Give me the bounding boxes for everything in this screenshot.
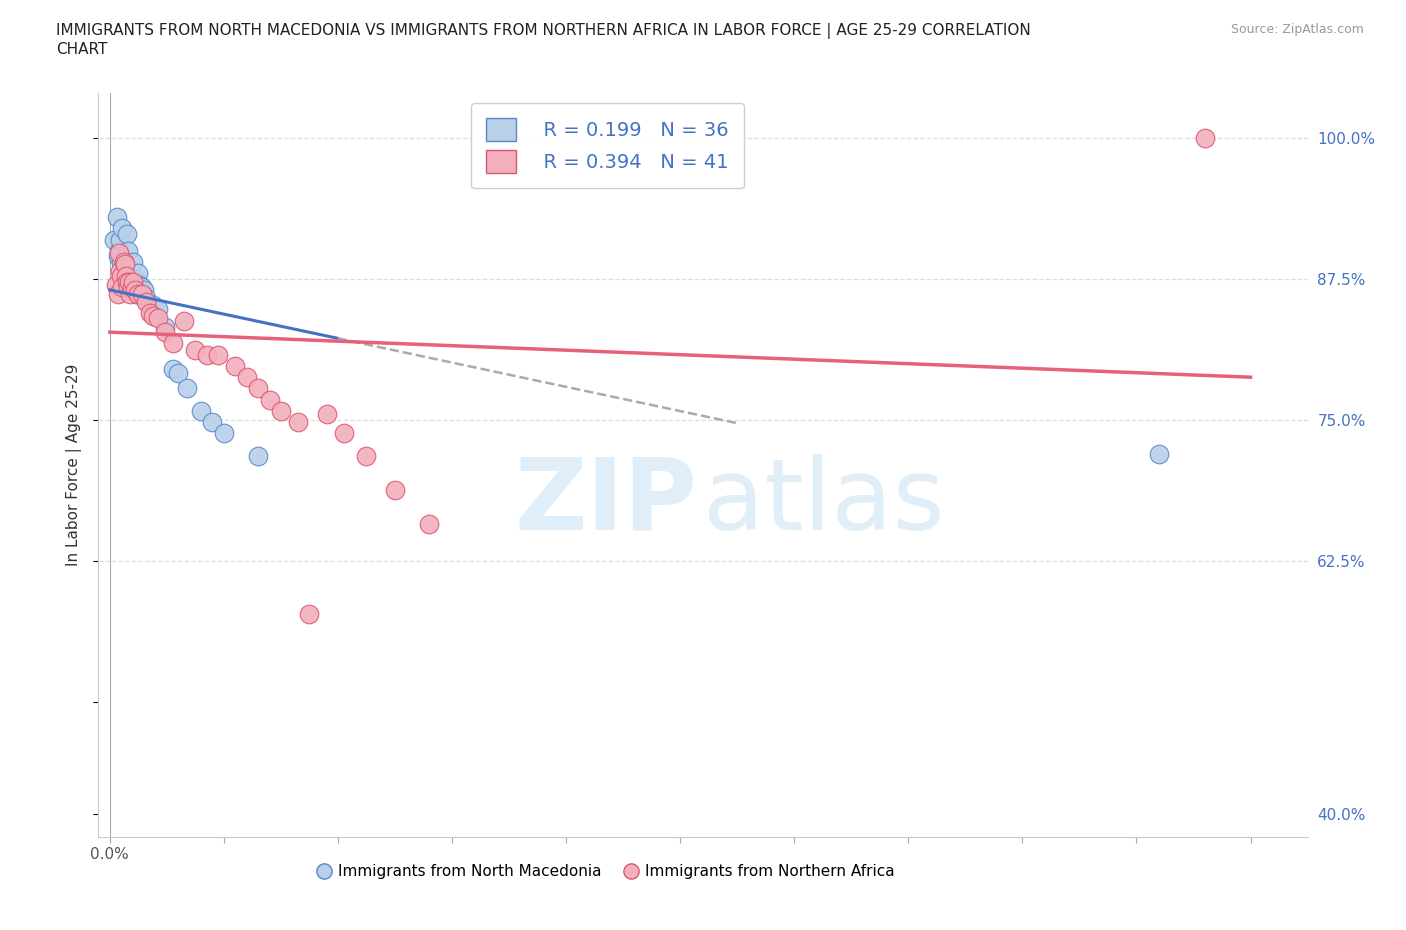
Point <box>173 313 195 328</box>
Point <box>120 266 142 281</box>
Point <box>195 347 218 362</box>
Point <box>114 272 136 286</box>
Point <box>135 291 157 306</box>
Point <box>127 286 149 301</box>
Point <box>115 275 138 290</box>
Point <box>153 325 176 339</box>
Point <box>118 275 141 290</box>
Point <box>287 415 309 430</box>
Point <box>107 249 129 264</box>
Point <box>162 362 184 377</box>
Point <box>146 302 169 317</box>
Point <box>167 365 190 380</box>
Point <box>104 277 127 292</box>
Point <box>184 342 207 357</box>
Point <box>142 309 165 324</box>
Point <box>108 246 131 260</box>
Point <box>356 448 378 463</box>
Point <box>124 283 146 298</box>
Point <box>115 227 138 242</box>
Point <box>270 404 292 418</box>
Point <box>121 279 143 294</box>
Point <box>1194 130 1216 145</box>
Point <box>201 415 224 430</box>
Point <box>120 286 142 301</box>
Point <box>384 483 406 498</box>
Point <box>235 369 257 384</box>
Point <box>114 257 136 272</box>
Point <box>118 272 141 286</box>
Point <box>153 320 176 335</box>
Point <box>315 406 337 421</box>
Point <box>212 426 235 441</box>
Point <box>139 299 162 314</box>
Text: atlas: atlas <box>703 454 945 551</box>
Legend: Immigrants from North Macedonia, Immigrants from Northern Africa: Immigrants from North Macedonia, Immigra… <box>312 858 900 885</box>
Point <box>117 244 139 259</box>
Text: IMMIGRANTS FROM NORTH MACEDONIA VS IMMIGRANTS FROM NORTHERN AFRICA IN LABOR FORC: IMMIGRANTS FROM NORTH MACEDONIA VS IMMIG… <box>56 23 1031 39</box>
Point <box>110 255 132 270</box>
Point <box>146 311 169 325</box>
Point <box>298 606 321 621</box>
Point <box>207 347 229 362</box>
Point <box>121 275 143 290</box>
Point <box>332 426 354 441</box>
Point <box>127 266 149 281</box>
Point <box>105 209 128 224</box>
Point <box>190 404 212 418</box>
Point <box>176 381 198 396</box>
Text: Source: ZipAtlas.com: Source: ZipAtlas.com <box>1230 23 1364 36</box>
Point <box>1149 446 1171 461</box>
Point <box>111 220 134 235</box>
Point <box>114 266 136 281</box>
Point <box>418 516 440 531</box>
Point <box>117 279 139 294</box>
Point <box>114 268 136 283</box>
Point <box>122 277 145 292</box>
Point <box>259 392 281 407</box>
Point <box>135 294 157 309</box>
Point <box>111 279 134 294</box>
Point <box>107 286 129 301</box>
Point <box>131 286 153 301</box>
Point <box>247 448 270 463</box>
Point <box>247 381 270 396</box>
Point <box>108 232 131 247</box>
Point <box>128 277 150 292</box>
Text: CHART: CHART <box>56 42 108 57</box>
Point <box>139 305 162 320</box>
Point <box>103 232 125 247</box>
Point <box>162 336 184 351</box>
Point <box>131 279 153 294</box>
Point <box>121 277 143 292</box>
Point <box>132 283 155 298</box>
Text: ZIP: ZIP <box>515 454 697 551</box>
Point <box>112 255 135 270</box>
Point <box>224 358 246 373</box>
Y-axis label: In Labor Force | Age 25-29: In Labor Force | Age 25-29 <box>66 364 83 566</box>
Point <box>110 268 132 283</box>
Point <box>142 298 165 312</box>
Point <box>125 286 148 301</box>
Point <box>108 244 131 259</box>
Point <box>108 264 131 279</box>
Point <box>124 272 146 286</box>
Point <box>121 255 143 270</box>
Point <box>112 255 135 270</box>
